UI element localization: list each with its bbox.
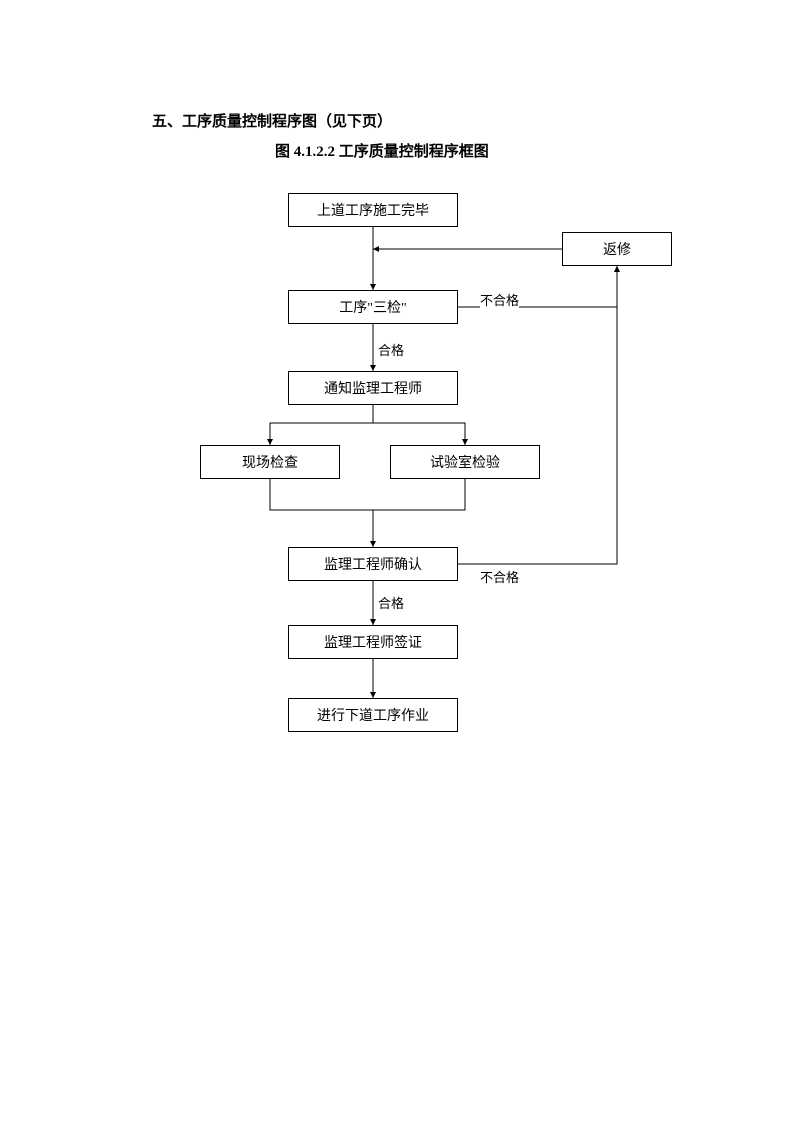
section-title: 五、工序质量控制程序图（见下页） — [152, 110, 392, 131]
edge-7 — [373, 423, 465, 445]
flowchart-node-n8: 监理工程师签证 — [288, 625, 458, 659]
flowchart-node-n1: 上道工序施工完毕 — [288, 193, 458, 227]
figure-title: 图 4.1.2.2 工序质量控制程序框图 — [275, 140, 489, 161]
edge-11 — [458, 266, 617, 564]
flowchart-node-n4: 通知监理工程师 — [288, 371, 458, 405]
flowchart-node-n3: 工序"三检" — [288, 290, 458, 324]
flowchart-node-n2: 返修 — [562, 232, 672, 266]
edge-9 — [373, 479, 465, 510]
edge-6 — [270, 423, 373, 445]
edge-label-l_fail2: 不合格 — [480, 567, 519, 586]
edge-label-l_ok1: 合格 — [378, 340, 404, 359]
edge-label-l_ok2: 合格 — [378, 593, 404, 612]
flowchart-node-n6: 试验室检验 — [390, 445, 540, 479]
flowchart-node-n7: 监理工程师确认 — [288, 547, 458, 581]
flowchart-node-n5: 现场检查 — [200, 445, 340, 479]
edge-label-l_fail1: 不合格 — [480, 290, 519, 309]
flowchart-node-n9: 进行下道工序作业 — [288, 698, 458, 732]
edge-8 — [270, 479, 373, 510]
